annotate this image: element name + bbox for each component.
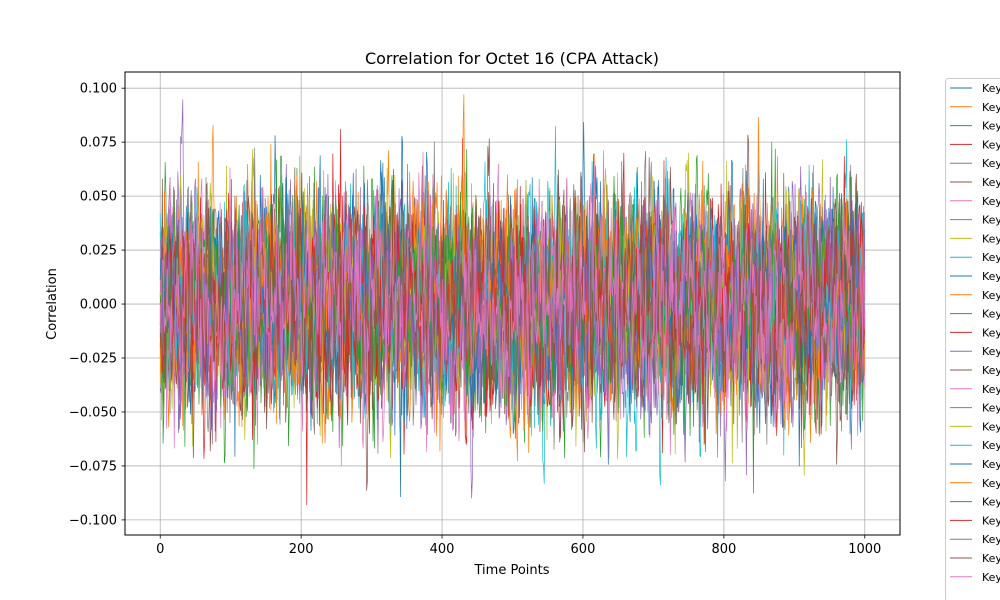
- x-tick-label: 800: [711, 542, 736, 557]
- legend: Key Key Key Key Key Key Key Key Key Key Key Key Key K…: [945, 78, 1000, 600]
- legend-label: Key: [982, 270, 1000, 283]
- axis-ticks: 0 200 400 600 800 1000 0.100 0.075 0.050 0.025 0.0…: [69, 82, 881, 557]
- y-tick-label: −0.025: [69, 352, 117, 367]
- y-tick-label: 0.000: [80, 298, 117, 313]
- chart-title: Correlation for Octet 16 (CPA Attack): [365, 49, 659, 68]
- legend-label: Key: [982, 402, 1000, 415]
- x-tick-label: 1000: [848, 542, 881, 557]
- y-tick-label: −0.075: [69, 459, 117, 474]
- y-axis-label: Correlation: [45, 268, 60, 340]
- series-line: [159, 164, 866, 467]
- legend-label: Key: [982, 326, 1000, 339]
- x-tick-label: 200: [289, 542, 314, 557]
- legend-label: Key: [982, 345, 1000, 358]
- y-tick-label: −0.050: [69, 405, 117, 420]
- legend-label: Key: [982, 364, 1000, 377]
- x-tick-label: 400: [430, 542, 455, 557]
- legend-label: Key: [982, 496, 1000, 509]
- legend-label: Key: [982, 308, 1000, 321]
- legend-label: Key: [982, 120, 1000, 133]
- legend-label: Key: [982, 138, 1000, 151]
- legend-label: Key: [982, 552, 1000, 565]
- legend-label: Key: [982, 383, 1000, 396]
- series-lines: [159, 94, 866, 506]
- legend-label: Key: [982, 289, 1000, 302]
- legend-label: Key: [982, 533, 1000, 546]
- legend-label: Key: [982, 251, 1000, 264]
- legend-label: Key: [982, 477, 1000, 490]
- legend-label: Key: [982, 420, 1000, 433]
- legend-label: Key: [982, 195, 1000, 208]
- legend-label: Key: [982, 439, 1000, 452]
- legend-label: Key: [982, 214, 1000, 227]
- legend-label: Key: [982, 458, 1000, 471]
- x-tick-label: 0: [156, 542, 164, 557]
- y-tick-label: 0.100: [80, 82, 117, 97]
- legend-label: Key: [982, 157, 1000, 170]
- x-tick-label: 600: [571, 542, 596, 557]
- y-tick-label: 0.050: [80, 190, 117, 205]
- series-line: [159, 134, 866, 445]
- legend-label: Key: [982, 514, 1000, 527]
- plot-frame: [124, 71, 901, 536]
- y-tick-label: 0.075: [80, 136, 117, 151]
- legend-label: Key: [982, 101, 1000, 114]
- y-tick-label: 0.025: [80, 244, 117, 259]
- legend-label: Key: [982, 232, 1000, 245]
- legend-frame: [945, 78, 1000, 600]
- x-axis-label: Time Points: [474, 563, 550, 578]
- legend-label: Key: [982, 82, 1000, 95]
- legend-label: Key: [982, 176, 1000, 189]
- legend-label: Key: [982, 571, 1000, 584]
- y-tick-label: −0.100: [69, 513, 117, 528]
